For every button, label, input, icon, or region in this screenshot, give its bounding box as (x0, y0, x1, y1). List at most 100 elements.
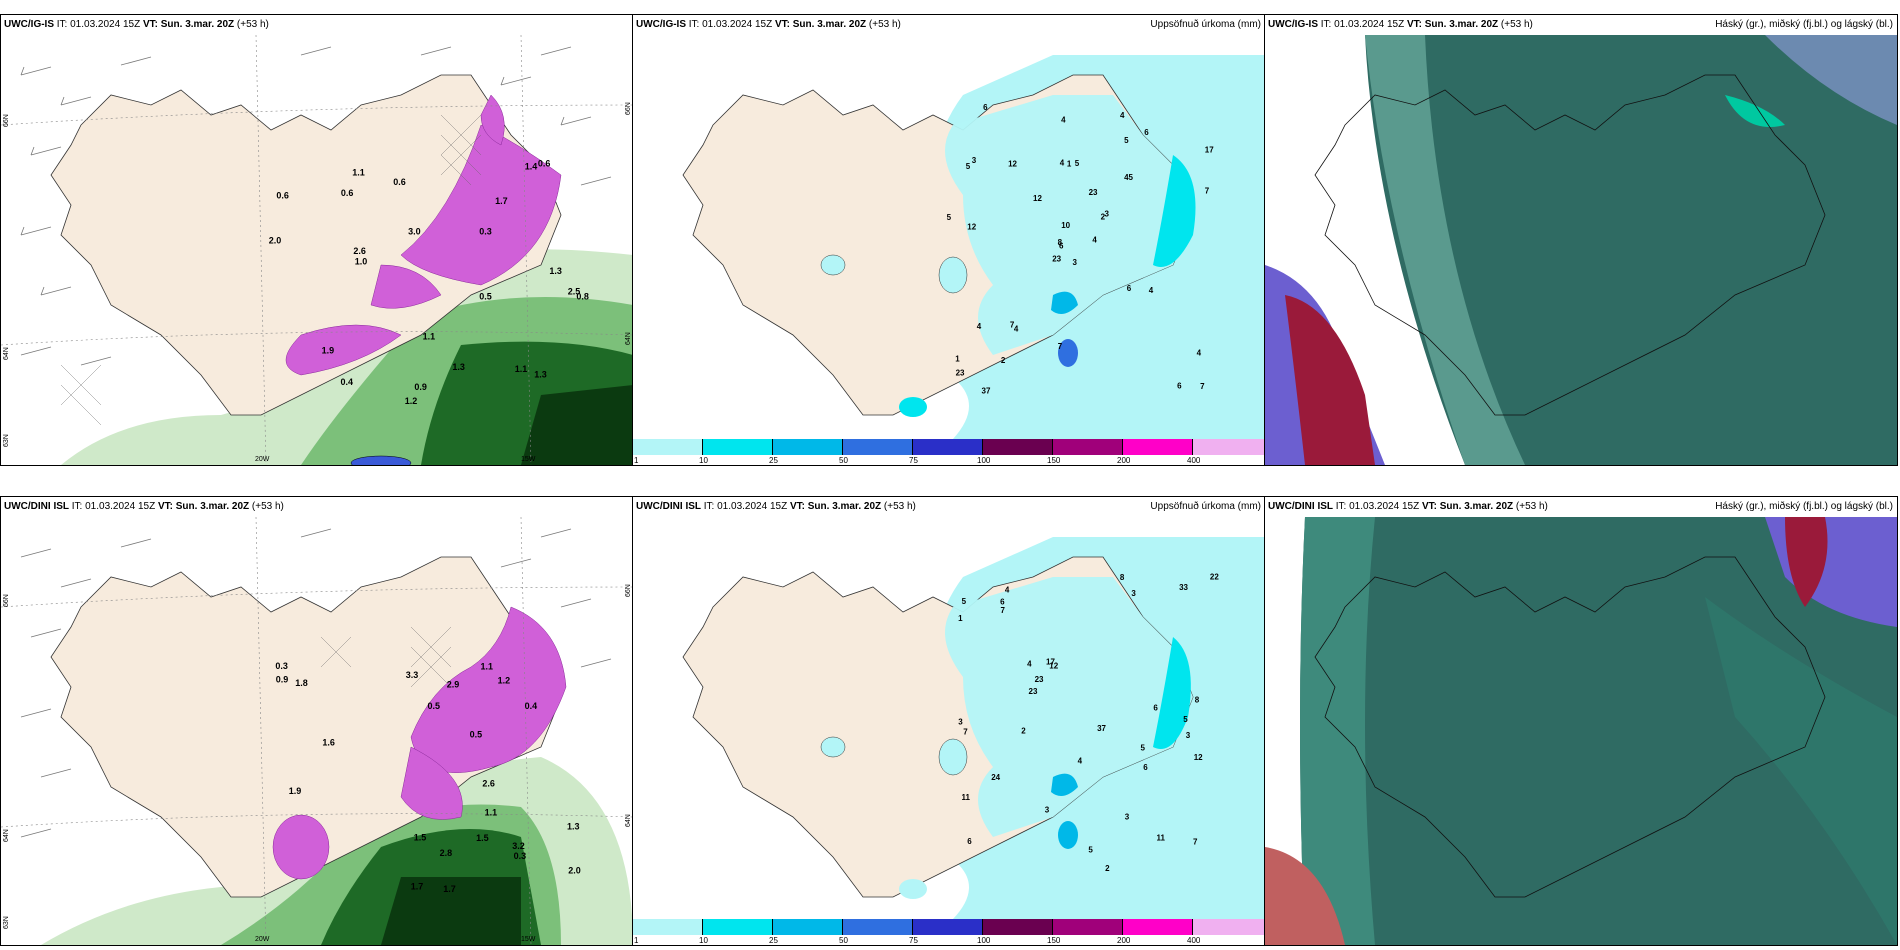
precip-value-label: 5 (1141, 744, 1146, 753)
wind-precip-map: 0.6 0.6 0.3 0.9 1.4 1.2 0.5 1.0 0.6 0.82.5 1.1 1.7 1… (1, 35, 633, 465)
panel-header: UWC/IG-IS IT: 01.03.2024 15Z VT: Sun. 3.… (633, 15, 1265, 35)
colorbar-label: 10 (699, 456, 708, 465)
lat-label: 66N (3, 594, 10, 607)
rain-value-label: 0.5 (428, 701, 441, 711)
rain-value-label: 0.3 (479, 227, 492, 237)
rain-value-label: 1.0 (355, 256, 368, 266)
precip-value-label: 4 (1061, 115, 1066, 124)
colorbar-swatch (983, 919, 1053, 935)
rain-value-label: 1.5 (476, 833, 489, 843)
vt-value: Sun. 3.mar. 20Z (175, 501, 250, 512)
precip-value-label: 12 (1033, 194, 1042, 203)
vt-label: VT: (774, 19, 790, 30)
iceland-outline (1314, 74, 1826, 416)
it-label: IT: (1320, 19, 1332, 30)
precip-value-label: 7 (1001, 606, 1006, 615)
panel-header: UWC/IG-IS IT: 01.03.2024 15Z VT: Sun. 3.… (1, 15, 633, 35)
grid-lines (1, 517, 633, 945)
panel-header: UWC/DINI ISL IT: 01.03.2024 15Z VT: Sun.… (1265, 497, 1897, 517)
model-name: UWC/DINI ISL (1268, 501, 1333, 512)
colorbar-swatch (1053, 439, 1123, 455)
rain-value-label: 1.1 (515, 364, 528, 374)
panel-header: UWC/DINI ISL IT: 01.03.2024 15Z VT: Sun.… (633, 497, 1265, 517)
rain-value-label: 0.9 (276, 674, 289, 684)
rain-value-label: 3.3 (406, 670, 419, 680)
iceland-outline (1314, 556, 1826, 898)
colorbar-label: 50 (839, 936, 848, 945)
colorbar-label: 150 (1047, 936, 1061, 945)
precip-value-label: 1 (955, 354, 960, 363)
rain-value-label: 2.5 (568, 287, 581, 297)
rain-value-label: 1.1 (485, 808, 498, 818)
colorbar-swatch (843, 919, 913, 935)
model-name: UWC/IG-IS (4, 19, 54, 30)
forecast-step: (+53 h) (1515, 501, 1548, 512)
colorbar-swatch (1193, 439, 1265, 455)
panel-ig-clouds: UWC/IG-IS IT: 01.03.2024 15Z VT: Sun. 3.… (1264, 14, 1898, 466)
vt-label: VT: (142, 19, 158, 30)
precip-value-label: 5 (1124, 136, 1129, 145)
vt-value: Sun. 3.mar. 20Z (807, 501, 882, 512)
colorbar-label: 400 (1187, 936, 1201, 945)
colorbar-label: 200 (1117, 456, 1131, 465)
it-value: 01.03.2024 15Z (85, 501, 156, 512)
colorbar-swatch (983, 439, 1053, 455)
vt-value: Sun. 3.mar. 20Z (1439, 501, 1514, 512)
precip-value-label: 4 (1005, 586, 1010, 595)
colorbar-label: 400 (1187, 456, 1201, 465)
colorbar-swatch (703, 919, 773, 935)
lon-label: 15W (521, 936, 536, 943)
precip-value-label: 12 (1194, 753, 1203, 762)
colorbar-swatch (1193, 919, 1265, 935)
lon-label: 20W (255, 936, 270, 943)
panel-dini-accum-precip: UWC/DINI ISL IT: 01.03.2024 15Z VT: Sun.… (632, 496, 1266, 946)
it-value: 01.03.2024 15Z (1334, 19, 1405, 30)
precip-value-label: 22 (1210, 572, 1219, 581)
precip-value-label: 3 (972, 156, 977, 165)
colorbar-label: 100 (977, 456, 991, 465)
rain-value-label: 1.5 (414, 833, 427, 843)
model-name: UWC/DINI ISL (636, 501, 701, 512)
rain-value-label: 1.2 (498, 675, 511, 685)
cloud-map (1265, 517, 1897, 945)
panel-right-title: Uppsöfnuð úrkoma (mm) (1150, 501, 1261, 512)
hatched-areas (320, 626, 452, 688)
colorbar-swatch (1123, 919, 1193, 935)
precip-value-label: 7 (1205, 187, 1210, 196)
snow-magenta-field (285, 94, 562, 376)
precip-value-label: 11 (962, 793, 971, 802)
precip-value-label: 12 (1049, 661, 1058, 670)
precip-value-label: 4 (1120, 111, 1125, 120)
vt-label: VT: (1421, 501, 1437, 512)
precip-value-label: 3 (1125, 813, 1130, 822)
precip-value-label: 12 (1008, 160, 1017, 169)
it-label: IT: (703, 501, 715, 512)
rain-value-label: 2.6 (482, 778, 495, 788)
forecast-step: (+53 h) (251, 501, 284, 512)
rain-value-label: 1.7 (443, 884, 456, 894)
rain-value-label: 1.8 (295, 678, 308, 688)
rain-value-label: 0.5 (479, 292, 492, 302)
precip-value-label: 6 (1153, 704, 1158, 713)
lat-label: 63N (3, 916, 10, 929)
panel-right-title: Uppsöfnuð úrkoma (mm) (1150, 19, 1261, 30)
wind-barbs (20, 528, 612, 838)
panel-header: UWC/IG-IS IT: 01.03.2024 15Z VT: Sun. 3.… (1265, 15, 1897, 35)
precip-value-label: 23 (1052, 255, 1061, 264)
rain-value-label: 0.3 (514, 851, 527, 861)
precip-value-label: 6 (1000, 598, 1005, 607)
lat-label: 64N (3, 829, 10, 842)
colorbar-swatch (1053, 919, 1123, 935)
precip-value-label: 23 (956, 369, 965, 378)
vt-label: VT: (1406, 19, 1422, 30)
colorbar: 1 10 25 50 75 100 150 200 400 (633, 439, 1265, 465)
rain-value-label: 2.6 (353, 246, 366, 256)
precip-value-label: 45 (1124, 173, 1133, 182)
rain-value-label: 2.9 (447, 679, 460, 689)
precip-value-label: 37 (982, 387, 991, 396)
precip-value-label: 37 (1097, 724, 1106, 733)
panel-right-title: Háský (gr.), miðský (fj.bl.) og lágský (… (1715, 501, 1893, 512)
rain-value-label: 1.1 (481, 662, 494, 672)
right-lat-label: 64N (625, 814, 632, 827)
precip-value-label: 4 (1149, 286, 1154, 295)
